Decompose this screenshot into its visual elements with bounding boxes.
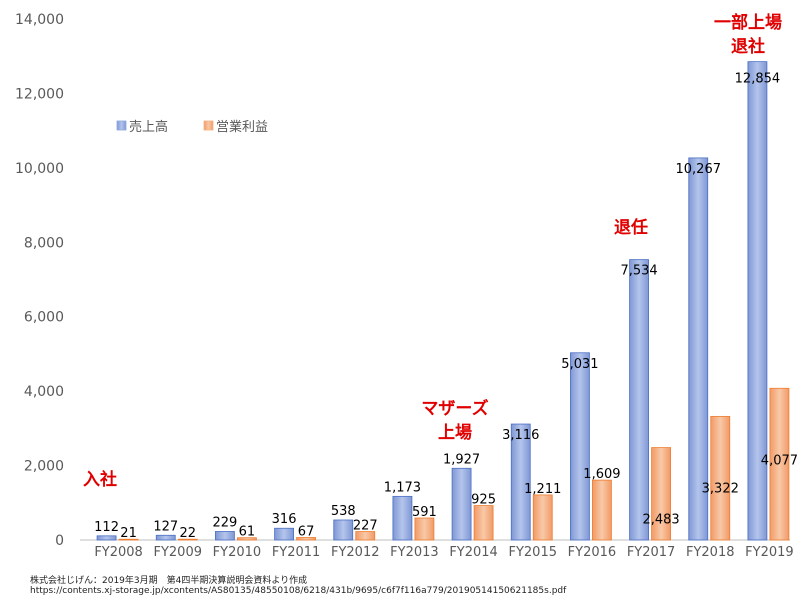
- y-tick-label: 4,000: [24, 384, 64, 400]
- bar-sales: [96, 535, 117, 541]
- data-label-operating-profit: 925: [471, 493, 496, 508]
- bar-sales: [451, 467, 472, 541]
- data-label-sales: 229: [213, 515, 238, 530]
- x-tick-label: FY2013: [390, 545, 439, 560]
- annotation-text: マザーズ: [421, 398, 488, 419]
- data-label-sales: 1,173: [384, 480, 421, 495]
- bar-sales: [274, 527, 294, 541]
- bar-operating-profit: [651, 447, 671, 541]
- bar-sales: [392, 495, 413, 541]
- data-label-operating-profit: 1,211: [524, 482, 561, 497]
- x-tick-label: FY2018: [686, 545, 735, 560]
- data-label-sales: 5,031: [561, 357, 598, 372]
- bar-sales: [155, 534, 176, 541]
- bar-operating-profit: [296, 537, 316, 541]
- y-tick-label: 2,000: [24, 459, 64, 475]
- annotation-text: 上場: [438, 423, 472, 443]
- x-tick-label: FY2011: [272, 545, 321, 560]
- data-label-operating-profit: 61: [239, 525, 256, 540]
- bar-sales: [215, 531, 235, 541]
- x-tick-label: FY2009: [153, 545, 202, 560]
- y-tick-label: 0: [55, 533, 64, 549]
- source-url: https://contents.xj-storage.jp/xcontents…: [30, 586, 567, 596]
- legend-label: 営業利益: [216, 119, 268, 135]
- y-tick-label: 6,000: [24, 310, 64, 326]
- bar-sales: [510, 423, 531, 541]
- annotation-text: 一部上場: [714, 12, 782, 33]
- annotation-text: 退社: [731, 36, 765, 57]
- bar-operating-profit: [592, 479, 612, 541]
- data-label-operating-profit: 21: [120, 526, 137, 541]
- bar-operating-profit: [473, 505, 494, 541]
- data-label-sales: 538: [331, 504, 356, 519]
- bar-operating-profit: [710, 415, 731, 541]
- bar-operating-profit: [237, 537, 257, 541]
- bar-operating-profit: [532, 494, 553, 541]
- y-tick-label: 14,000: [15, 12, 64, 28]
- data-label-operating-profit: 1,609: [583, 467, 620, 482]
- y-tick-label: 10,000: [15, 161, 64, 177]
- bar-sales: [688, 157, 709, 541]
- data-label-operating-profit: 3,322: [702, 481, 739, 496]
- data-label-sales: 3,116: [502, 428, 539, 443]
- data-label-operating-profit: 67: [298, 525, 315, 540]
- data-label-operating-profit: 2,483: [642, 513, 679, 528]
- data-label-operating-profit: 22: [179, 526, 196, 541]
- source-note: 株式会社じげん：2019年3月期 第4四半期決算説明会資料より作成: [30, 576, 308, 586]
- data-label-sales: 10,267: [676, 162, 722, 177]
- bar-sales: [570, 352, 590, 541]
- bar-sales: [333, 519, 354, 541]
- x-tick-label: FY2019: [745, 545, 794, 560]
- bar-operating-profit: [414, 517, 435, 541]
- data-label-operating-profit: 227: [353, 519, 378, 534]
- bar-operating-profit: [355, 531, 376, 541]
- x-tick-label: FY2014: [449, 545, 498, 560]
- legend-swatch: [203, 120, 214, 131]
- data-label-sales: 127: [153, 519, 178, 534]
- bar-operating-profit: [769, 387, 790, 541]
- x-tick-label: FY2010: [213, 545, 262, 560]
- x-tick-label: FY2015: [508, 545, 557, 560]
- data-label-sales: 1,927: [443, 452, 480, 467]
- x-tick-label: FY2012: [331, 545, 380, 560]
- x-tick-label: FY2008: [94, 545, 143, 560]
- x-tick-label: FY2017: [627, 545, 676, 560]
- x-tick-label: FY2016: [568, 545, 617, 560]
- annotation-text: 入社: [83, 469, 117, 490]
- data-label-sales: 7,534: [620, 264, 657, 279]
- annotation-text: 退任: [614, 217, 648, 238]
- bar-operating-profit: [177, 538, 198, 541]
- data-label-sales: 316: [272, 512, 297, 527]
- y-tick-label: 8,000: [24, 235, 64, 251]
- legend-swatch: [116, 120, 127, 131]
- data-label-sales: 112: [94, 520, 119, 535]
- legend-label: 売上高: [129, 119, 168, 135]
- bar-operating-profit: [118, 538, 139, 541]
- data-label-sales: 12,854: [735, 72, 781, 87]
- data-label-operating-profit: 591: [412, 505, 437, 520]
- y-tick-label: 12,000: [15, 86, 64, 102]
- data-label-operating-profit: 4,077: [761, 453, 798, 468]
- bar-sales: [629, 259, 649, 541]
- bar-sales: [747, 61, 768, 541]
